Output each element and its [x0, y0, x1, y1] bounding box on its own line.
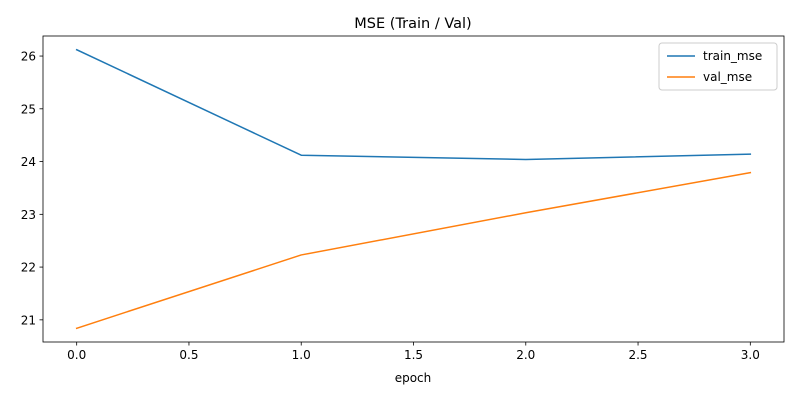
- series-line-val-mse: [75, 171, 752, 330]
- y-tick-label: 24: [21, 155, 36, 169]
- plot-frame: [42, 35, 785, 343]
- series-line-train-mse: [75, 48, 752, 161]
- series-lines: [75, 48, 752, 330]
- x-tick-label: 3.0: [741, 348, 760, 362]
- legend-box: [658, 42, 778, 91]
- x-tick-label: 2.5: [628, 348, 647, 362]
- x-tick-label: 0.5: [179, 348, 198, 362]
- legend-label-val-mse: val_mse: [703, 70, 752, 84]
- x-axis-label: epoch: [395, 371, 432, 385]
- y-tick-label: 26: [21, 50, 36, 64]
- legend-label-train-mse: train_mse: [703, 49, 762, 63]
- x-tick-label: 1.0: [292, 348, 311, 362]
- y-tick-label: 25: [21, 102, 36, 116]
- y-tick-label: 21: [21, 313, 36, 327]
- x-tick-label: 0.0: [67, 348, 86, 362]
- chart-title: MSE (Train / Val): [354, 16, 471, 32]
- y-tick-label: 23: [21, 208, 36, 222]
- x-tick-label: 1.5: [404, 348, 423, 362]
- x-axis-ticks: 0.0 0.5 1.0 1.5 2.0 2.5 3.0: [67, 342, 760, 362]
- y-axis-ticks: 21 22 23 24 25 26: [21, 50, 43, 327]
- y-tick-label: 22: [21, 261, 36, 275]
- x-tick-label: 2.0: [516, 348, 535, 362]
- legend: train_mse val_mse: [658, 42, 778, 91]
